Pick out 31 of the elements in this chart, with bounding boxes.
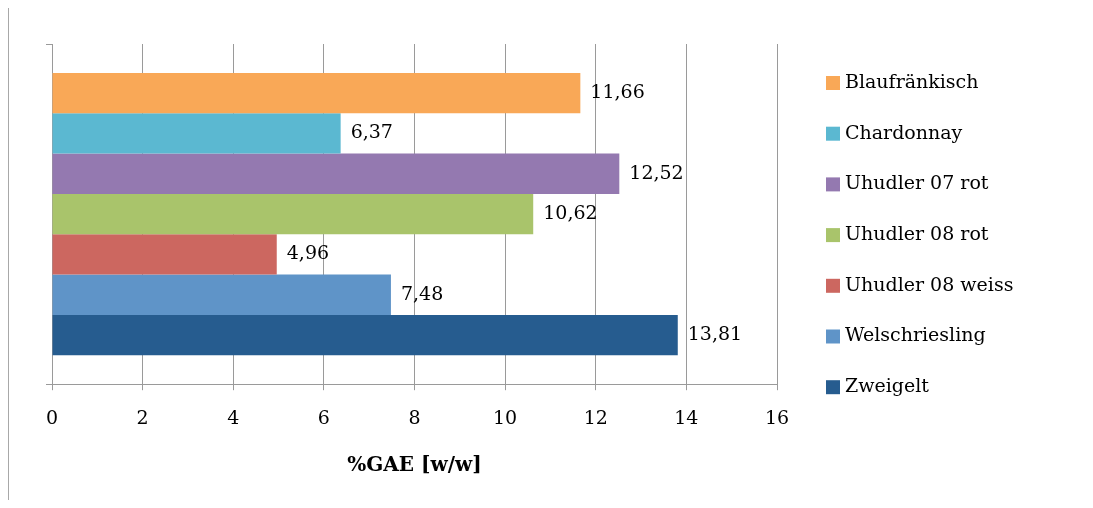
data-label: 10,62 <box>543 201 598 224</box>
x-tick-label: 10 <box>493 405 518 428</box>
x-tick-label: 2 <box>136 405 149 428</box>
legend-label: Uhudler 08 weiss <box>845 272 1014 295</box>
legend-label: Blaufränkisch <box>845 69 979 92</box>
legend-label: Chardonnay <box>845 120 963 143</box>
bar <box>52 153 620 194</box>
x-tick-label: 12 <box>583 405 608 428</box>
bar <box>52 314 678 356</box>
x-axis-title: %GAE [w/w] <box>347 452 482 477</box>
data-label: 7,48 <box>400 281 444 304</box>
data-label: 13,81 <box>687 322 743 345</box>
x-tick-label: 4 <box>227 405 240 428</box>
bar <box>52 274 391 315</box>
data-label: 11,66 <box>590 80 645 103</box>
data-label: 4,96 <box>286 241 330 264</box>
data-label: 12,52 <box>629 160 684 183</box>
x-tick-label: 0 <box>45 405 59 428</box>
x-tick-label: 14 <box>674 405 699 428</box>
legend-label: Uhudler 07 rot <box>845 171 989 194</box>
x-tick-label: 6 <box>317 405 330 428</box>
bar <box>52 234 277 275</box>
bar <box>52 113 341 154</box>
x-tick-label: 8 <box>408 405 421 428</box>
legend-label: Uhudler 08 rot <box>845 222 989 245</box>
bar <box>52 193 534 235</box>
data-label: 6,37 <box>350 120 393 143</box>
legend-label: Zweigelt <box>845 374 930 397</box>
legend-label: Welschriesling <box>845 323 986 346</box>
bar <box>52 72 581 114</box>
x-tick-label: 16 <box>764 405 790 428</box>
